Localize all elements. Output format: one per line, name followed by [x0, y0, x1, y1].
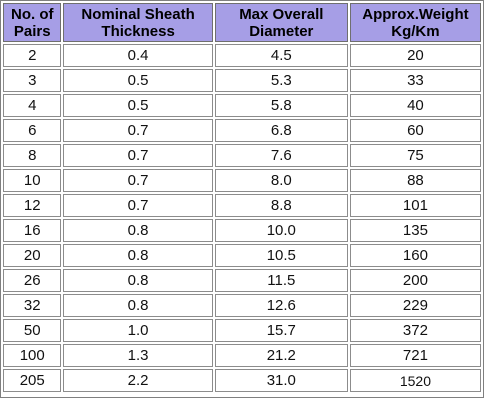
cell-overall-diameter: 11.5 — [214, 269, 348, 292]
cell-no-of-pairs: 50 — [3, 319, 62, 342]
table-row: 16 0.8 10.0 135 — [3, 219, 481, 242]
cell-overall-diameter: 15.7 — [214, 319, 348, 342]
cell-overall-diameter: 8.0 — [214, 169, 348, 192]
table-row: 4 0.5 5.8 40 — [3, 94, 481, 117]
cell-approx-weight: 160 — [349, 244, 481, 267]
header-nominal-sheath-thickness: Nominal Sheath Thickness — [63, 3, 213, 42]
cell-overall-diameter: 21.2 — [214, 344, 348, 367]
cell-approx-weight: 75 — [349, 144, 481, 167]
cell-approx-weight: 229 — [349, 294, 481, 317]
header-no-of-pairs: No. of Pairs — [3, 3, 62, 42]
cell-sheath-thickness: 0.4 — [63, 44, 213, 67]
cell-approx-weight: 135 — [349, 219, 481, 242]
table-row: 32 0.8 12.6 229 — [3, 294, 481, 317]
header-approx-weight: Approx.Weight Kg/Km — [349, 3, 481, 42]
header-nominal-sheath-thickness-line: Nominal Sheath — [81, 5, 195, 23]
cell-overall-diameter: 6.8 — [214, 119, 348, 142]
cell-sheath-thickness: 0.7 — [63, 144, 213, 167]
cell-approx-weight: 200 — [349, 269, 481, 292]
cell-no-of-pairs: 2 — [3, 44, 62, 67]
cell-approx-weight: 40 — [349, 94, 481, 117]
cell-approx-weight: 1520 — [349, 369, 481, 392]
cell-sheath-thickness: 0.8 — [63, 294, 213, 317]
table-row: 2 0.4 4.5 20 — [3, 44, 481, 67]
cell-no-of-pairs: 6 — [3, 119, 62, 142]
cell-sheath-thickness: 1.3 — [63, 344, 213, 367]
table-row: 8 0.7 7.6 75 — [3, 144, 481, 167]
header-no-of-pairs-line: No. of — [10, 5, 54, 23]
header-max-overall-diameter-line: Max Overall — [239, 5, 324, 23]
table-row: 12 0.7 8.8 101 — [3, 194, 481, 217]
cell-sheath-thickness: 1.0 — [63, 319, 213, 342]
cell-overall-diameter: 4.5 — [214, 44, 348, 67]
cell-approx-weight: 60 — [349, 119, 481, 142]
cell-no-of-pairs: 16 — [3, 219, 62, 242]
table-row: 26 0.8 11.5 200 — [3, 269, 481, 292]
cell-no-of-pairs: 8 — [3, 144, 62, 167]
cell-sheath-thickness: 0.7 — [63, 169, 213, 192]
cell-overall-diameter: 10.0 — [214, 219, 348, 242]
table-row: 20 0.8 10.5 160 — [3, 244, 481, 267]
cell-approx-weight: 20 — [349, 44, 481, 67]
cell-sheath-thickness: 0.8 — [63, 219, 213, 242]
header-nominal-sheath-thickness-line: Thickness — [101, 22, 175, 40]
table-row: 3 0.5 5.3 33 — [3, 69, 481, 92]
cell-sheath-thickness: 0.7 — [63, 119, 213, 142]
cell-overall-diameter: 31.0 — [214, 369, 348, 392]
cell-sheath-thickness: 0.7 — [63, 194, 213, 217]
cell-overall-diameter: 5.3 — [214, 69, 348, 92]
table-row: 6 0.7 6.8 60 — [3, 119, 481, 142]
cell-overall-diameter: 7.6 — [214, 144, 348, 167]
header-approx-weight-line: Approx.Weight — [362, 5, 469, 23]
cell-approx-weight: 721 — [349, 344, 481, 367]
cell-sheath-thickness: 0.8 — [63, 269, 213, 292]
header-no-of-pairs-line: Pairs — [13, 22, 51, 40]
table-body: 2 0.4 4.5 20 3 0.5 5.3 33 4 0.5 5.8 40 6 0.7 6.8 60 8 0.7… — [3, 44, 481, 392]
cell-approx-weight: 33 — [349, 69, 481, 92]
cell-sheath-thickness: 0.8 — [63, 244, 213, 267]
table-row: 100 1.3 21.2 721 — [3, 344, 481, 367]
header-row: No. of Pairs Nominal Sheath Thickness Max Ov… — [3, 3, 481, 42]
cell-overall-diameter: 5.8 — [214, 94, 348, 117]
cell-approx-weight: 372 — [349, 319, 481, 342]
cell-no-of-pairs: 4 — [3, 94, 62, 117]
header-approx-weight-line: Kg/Km — [391, 22, 440, 40]
cell-no-of-pairs: 26 — [3, 269, 62, 292]
cell-no-of-pairs: 205 — [3, 369, 62, 392]
cell-overall-diameter: 10.5 — [214, 244, 348, 267]
cell-no-of-pairs: 32 — [3, 294, 62, 317]
cell-no-of-pairs: 10 — [3, 169, 62, 192]
cell-no-of-pairs: 12 — [3, 194, 62, 217]
table-header: No. of Pairs Nominal Sheath Thickness Max Ov… — [3, 3, 481, 42]
cable-spec-table: No. of Pairs Nominal Sheath Thickness Max Ov… — [1, 1, 483, 394]
cell-overall-diameter: 8.8 — [214, 194, 348, 217]
cell-approx-weight: 101 — [349, 194, 481, 217]
table-row: 10 0.7 8.0 88 — [3, 169, 481, 192]
cell-overall-diameter: 12.6 — [214, 294, 348, 317]
cell-no-of-pairs: 20 — [3, 244, 62, 267]
cell-approx-weight: 88 — [349, 169, 481, 192]
header-max-overall-diameter-line: Diameter — [249, 22, 314, 40]
cell-sheath-thickness: 2.2 — [63, 369, 213, 392]
cell-no-of-pairs: 3 — [3, 69, 62, 92]
cell-sheath-thickness: 0.5 — [63, 94, 213, 117]
table-row: 205 2.2 31.0 1520 — [3, 369, 481, 392]
table-row: 50 1.0 15.7 372 — [3, 319, 481, 342]
cell-no-of-pairs: 100 — [3, 344, 62, 367]
header-max-overall-diameter: Max Overall Diameter — [214, 3, 348, 42]
cell-sheath-thickness: 0.5 — [63, 69, 213, 92]
